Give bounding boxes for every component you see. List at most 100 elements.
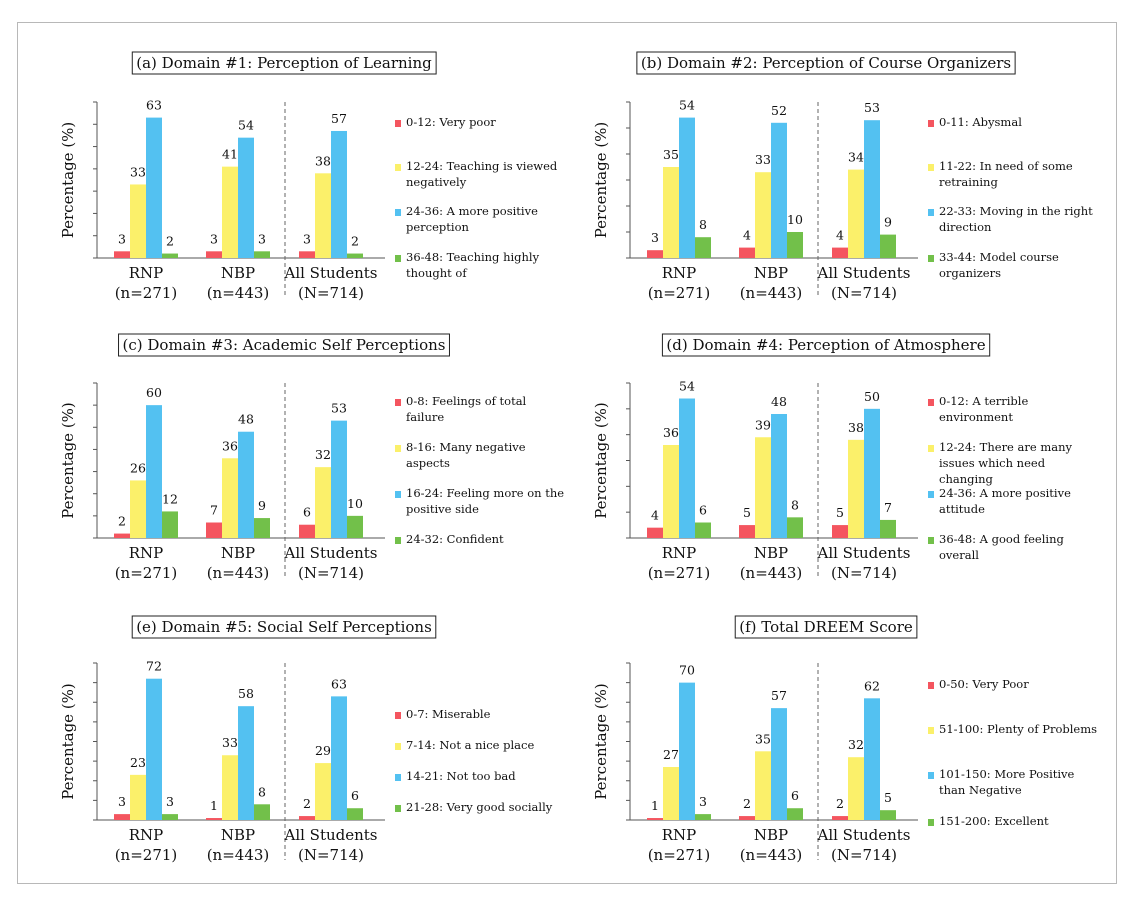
data-label: 4	[743, 228, 751, 243]
chart-title: (b) Domain #2: Perception of Course Orga…	[641, 54, 1011, 72]
category-label: RNP	[129, 544, 164, 562]
bar-yellow	[848, 439, 864, 538]
bar-blue	[679, 117, 695, 258]
chart-panel-4: (d) Domain #4: Perception of Atmosphere P…	[592, 333, 1073, 582]
legend-swatch-red	[395, 399, 401, 406]
legend-entry: 0-7: Miserable	[406, 707, 491, 721]
bar-yellow	[663, 767, 679, 820]
data-label: 48	[238, 412, 254, 427]
legend-entry: 0-12: A terrible	[939, 394, 1028, 408]
chart-panel-3: (c) Domain #3: Academic Self Perceptions…	[59, 333, 564, 582]
category-label: RNP	[662, 544, 697, 562]
data-label: 27	[663, 747, 679, 762]
category-label: NBP	[221, 544, 255, 562]
bar-red	[832, 525, 848, 538]
y-axis-label: Percentage (%)	[59, 122, 77, 239]
data-label: 4	[651, 508, 659, 523]
data-label: 4	[836, 228, 844, 243]
bar-yellow	[315, 467, 331, 538]
legend-entry: 7-14: Not a nice place	[406, 738, 534, 752]
legend-swatch-blue	[395, 774, 401, 781]
data-label: 3	[210, 231, 218, 246]
category-label: (N=714)	[298, 564, 364, 582]
legend-entry: 0-50: Very Poor	[939, 677, 1029, 691]
category-label: All Students	[283, 264, 377, 282]
bar-green	[880, 810, 896, 820]
legend-swatch-red	[395, 712, 401, 719]
data-label: 2	[836, 796, 844, 811]
bar-green	[254, 804, 270, 820]
data-label: 70	[679, 663, 695, 678]
legend-swatch-red	[928, 120, 934, 127]
data-label: 6	[791, 788, 799, 803]
category-label: (n=443)	[207, 284, 270, 302]
legend-swatch-green	[928, 819, 934, 826]
bar-red	[647, 818, 663, 820]
bar-red	[206, 818, 222, 820]
data-label: 7	[884, 500, 892, 515]
legend-swatch-blue	[395, 491, 401, 498]
data-label: 29	[315, 743, 331, 758]
chart-panel-6: (f) Total DREEM Score Percentage (%) 1 27 70…	[592, 615, 1097, 864]
legend-entry: 14-21: Not too bad	[406, 769, 516, 783]
bar-red	[206, 522, 222, 538]
bar-green	[787, 232, 803, 258]
data-label: 3	[118, 231, 126, 246]
data-label: 9	[884, 215, 892, 230]
bar-green	[162, 511, 178, 538]
bar-blue	[864, 408, 880, 538]
bar-green	[695, 237, 711, 258]
category-label: (n=271)	[648, 564, 711, 582]
legend-entry: changing	[939, 472, 994, 486]
legend-entry: failure	[406, 410, 444, 424]
category-label: (N=714)	[831, 564, 897, 582]
bar-yellow	[315, 173, 331, 258]
data-label: 62	[864, 678, 880, 693]
data-label: 53	[331, 401, 347, 416]
category-label: All Students	[816, 544, 910, 562]
bar-yellow	[222, 458, 238, 538]
data-label: 57	[331, 111, 347, 126]
data-label: 2	[351, 234, 359, 249]
category-label: (N=714)	[831, 284, 897, 302]
legend-entry: 0-8: Feelings of total	[406, 394, 527, 408]
bar-blue	[679, 398, 695, 538]
category-label: All Students	[283, 544, 377, 562]
bar-red	[114, 251, 130, 258]
bar-yellow	[663, 167, 679, 258]
legend-entry: 12-24: Teaching is viewed	[406, 159, 558, 173]
bar-blue	[864, 120, 880, 258]
bar-red	[206, 251, 222, 258]
bar-yellow	[222, 755, 238, 820]
bar-yellow	[755, 437, 771, 538]
legend-entry: 8-16: Many negative	[406, 440, 526, 454]
data-label: 36	[222, 438, 238, 453]
legend-swatch-red	[928, 682, 934, 689]
data-label: 7	[210, 503, 218, 518]
bar-yellow	[848, 757, 864, 820]
data-label: 5	[743, 505, 751, 520]
category-label: (n=271)	[648, 846, 711, 864]
bar-blue	[331, 696, 347, 820]
data-label: 23	[130, 755, 146, 770]
bar-red	[832, 247, 848, 258]
bar-red	[739, 525, 755, 538]
chart-title-box	[131, 51, 437, 75]
bar-red	[114, 814, 130, 820]
category-label: (N=714)	[298, 284, 364, 302]
data-label: 50	[864, 389, 880, 404]
data-label: 33	[755, 152, 771, 167]
chart-panel-5: (e) Domain #5: Social Self Perceptions Pe…	[59, 615, 553, 864]
bar-blue	[146, 678, 162, 820]
bar-yellow	[222, 166, 238, 258]
chart-panel-2: (b) Domain #2: Perception of Course Orga…	[592, 51, 1093, 302]
chart-title: (a) Domain #1: Perception of Learning	[136, 54, 432, 72]
legend-entry: 151-200: Excellent	[939, 814, 1049, 828]
legend-entry: 0-12: Very poor	[406, 115, 496, 129]
bar-blue	[771, 414, 787, 538]
legend-swatch-green	[928, 537, 934, 544]
bar-red	[299, 816, 315, 820]
data-label: 3	[303, 231, 311, 246]
legend-entry: attitude	[939, 502, 985, 516]
category-label: RNP	[662, 264, 697, 282]
